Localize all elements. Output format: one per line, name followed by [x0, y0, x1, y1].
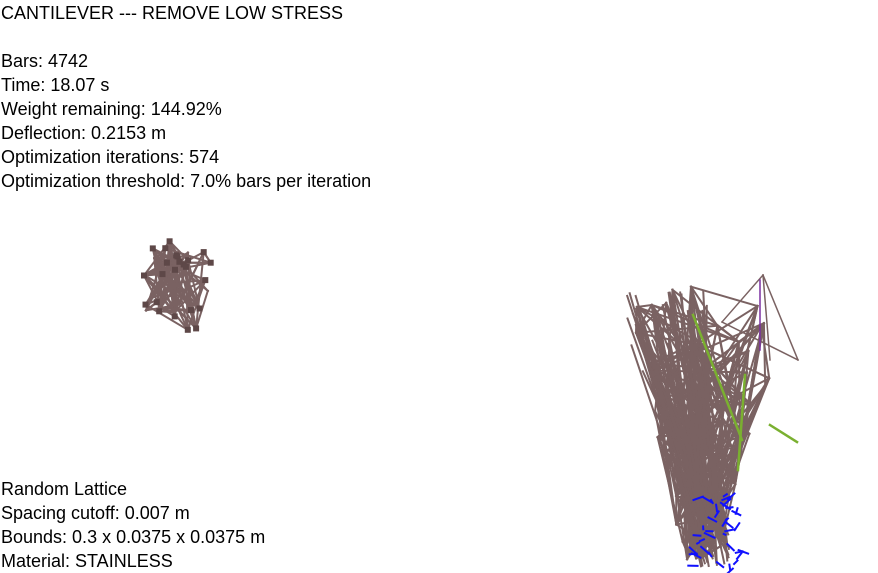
lattice-bar — [686, 310, 711, 524]
stat-time: Time: 18.07 s — [1, 75, 110, 95]
lattice-node — [159, 271, 166, 278]
lattice-node — [196, 305, 203, 312]
support-arrow — [713, 510, 720, 519]
lattice-node — [182, 263, 189, 270]
lattice-cluster-small — [141, 238, 214, 333]
lattice-bar — [686, 349, 750, 555]
support-arrow — [715, 560, 725, 569]
support-arrow — [688, 546, 699, 556]
lattice-node — [172, 266, 178, 273]
lattice-node — [141, 272, 147, 279]
lattice-bar — [760, 324, 771, 380]
lattice-bar — [630, 344, 702, 552]
support-arrow — [724, 521, 734, 529]
support-arrow — [722, 532, 727, 537]
support-arrow — [732, 559, 739, 566]
lattice-bar — [720, 273, 765, 324]
support-constraints — [687, 492, 750, 573]
lattice-bar — [724, 340, 741, 389]
stat-deflection: Deflection: 0.2153 m — [1, 123, 167, 143]
support-arrow — [726, 492, 736, 501]
lattice-node — [200, 249, 207, 256]
lattice-bar — [625, 294, 714, 560]
lattice-bar — [730, 446, 737, 486]
support-arrow — [692, 495, 705, 502]
lattice-bar — [671, 288, 706, 392]
support-arrow — [695, 541, 701, 545]
stressed-bar — [768, 423, 799, 444]
lattice-bar — [152, 256, 207, 282]
lattice-node — [202, 277, 209, 284]
lattice-type: Random Lattice — [1, 479, 128, 499]
lattice-bar — [675, 371, 710, 543]
lattice-bar — [681, 539, 690, 543]
stat-bars: Bars: 4742 — [1, 51, 89, 71]
lattice-bar — [762, 274, 799, 361]
lattice-bar — [634, 323, 707, 565]
support-arrow — [714, 503, 719, 513]
support-arrow — [702, 496, 714, 504]
support-arrow — [735, 551, 743, 561]
lattice-bar — [713, 321, 766, 498]
lattice-node — [166, 238, 173, 245]
lattice-node — [156, 308, 163, 315]
support-arrow — [724, 528, 737, 533]
lattice-node — [142, 301, 149, 308]
lattice-bar — [144, 246, 167, 312]
lattice-bar — [666, 342, 704, 567]
support-arrow — [728, 563, 732, 572]
stat-threshold: Optimization threshold: 7.0% bars per it… — [1, 171, 372, 191]
lattice-bar — [722, 453, 737, 486]
lattice-bar — [665, 305, 728, 522]
lattice-bounds: Bounds: 0.3 x 0.0375 x 0.0375 m — [1, 527, 266, 547]
lattice-bar — [703, 324, 763, 370]
lattice-node — [188, 307, 194, 314]
lattice-cluster-main — [625, 273, 800, 568]
lattice-node — [163, 259, 170, 266]
support-arrow — [734, 507, 739, 516]
lattice-node — [162, 245, 169, 252]
support-arrow — [698, 537, 706, 543]
support-arrow — [719, 501, 732, 511]
page-title: CANTILEVER --- REMOVE LOW STRESS — [1, 3, 344, 23]
lattice-node — [207, 259, 214, 266]
lattice-bar — [162, 240, 171, 299]
support-arrow — [721, 497, 732, 507]
lattice-node — [184, 326, 191, 333]
lattice-node — [176, 258, 183, 265]
lattice-bar — [640, 321, 730, 556]
support-arrow — [725, 542, 736, 552]
support-arrow — [722, 492, 729, 498]
stat-iterations: Optimization iterations: 574 — [1, 147, 220, 167]
support-arrow — [707, 516, 718, 523]
lattice-bar — [654, 301, 668, 413]
support-arrow — [703, 531, 716, 540]
lattice-node — [149, 245, 156, 252]
lattice-node — [193, 325, 200, 332]
support-arrow — [737, 548, 750, 555]
lattice-spacing: Spacing cutoff: 0.007 m — [1, 503, 190, 523]
stressed-bar — [736, 373, 747, 472]
support-arrow — [690, 551, 702, 559]
lattice-bar — [189, 278, 207, 312]
support-arrow — [692, 534, 702, 537]
stressed-bar — [691, 313, 744, 442]
lattice-node — [153, 299, 160, 306]
lattice-bar — [689, 285, 759, 308]
lattice-node — [185, 257, 192, 264]
support-arrow — [724, 517, 730, 522]
lattice-bar — [161, 296, 176, 314]
lattice-bar — [161, 272, 198, 330]
support-arrow — [709, 498, 715, 505]
lattice-bar — [713, 304, 759, 498]
support-arrow — [699, 545, 710, 555]
lattice-bar — [690, 312, 721, 522]
lattice-bar — [159, 306, 193, 312]
lattice-material: Material: STAINLESS — [1, 551, 173, 571]
lattice-node — [171, 313, 178, 320]
stat-weight: Weight remaining: 144.92% — [1, 99, 222, 119]
lattice-node — [173, 252, 180, 259]
